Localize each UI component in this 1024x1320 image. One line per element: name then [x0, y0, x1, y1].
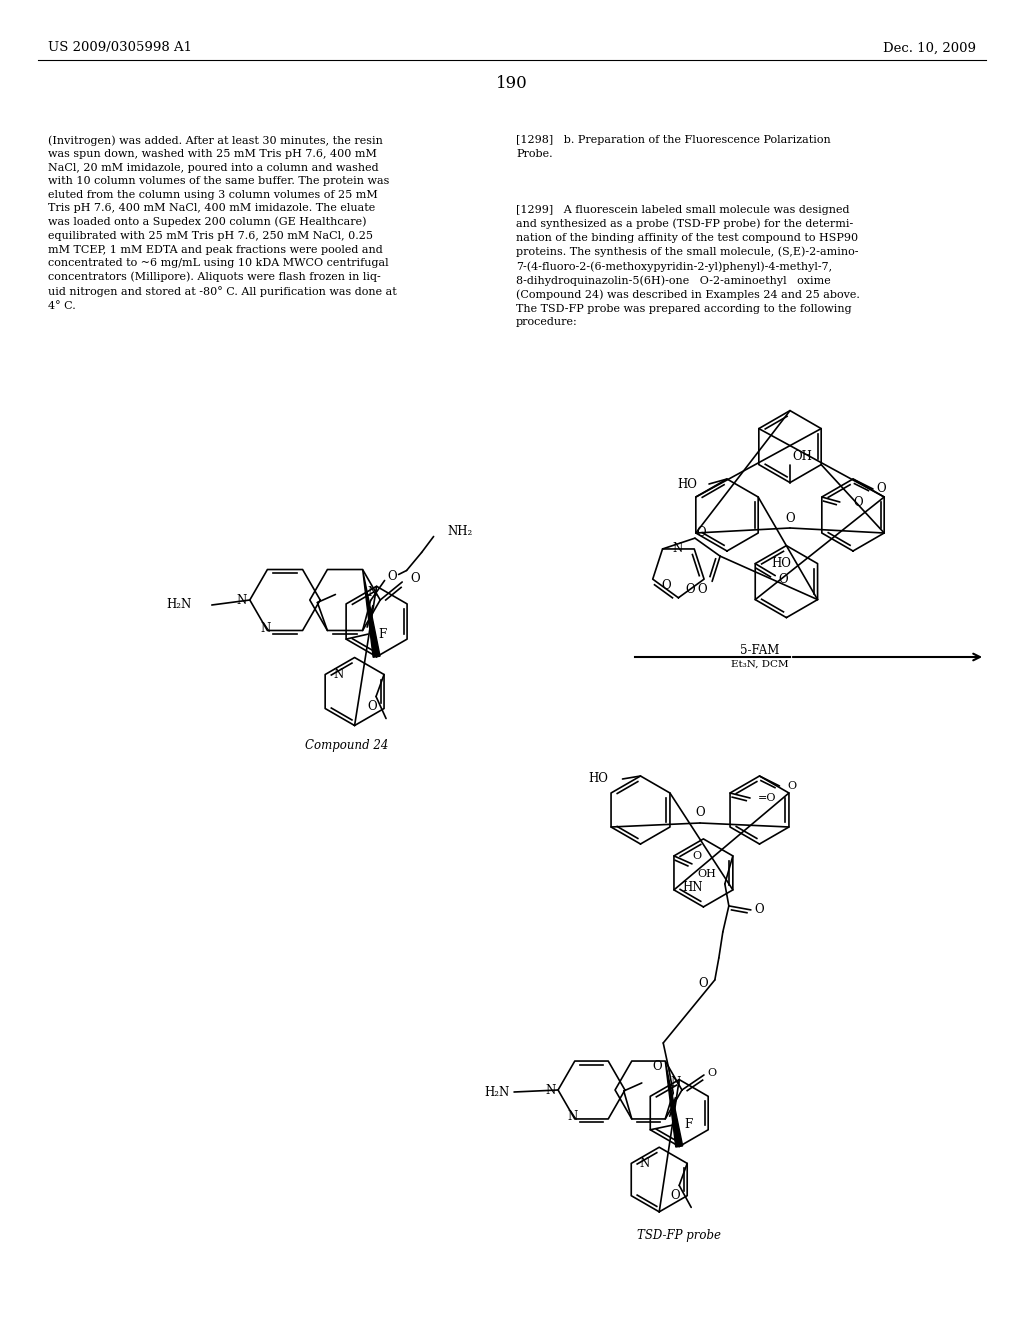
Text: O: O	[685, 582, 695, 595]
Text: N: N	[237, 594, 247, 606]
Text: O: O	[368, 700, 377, 713]
Text: HN: HN	[682, 882, 702, 895]
Text: O: O	[411, 572, 420, 585]
Text: Et₃N, DCM: Et₃N, DCM	[731, 660, 788, 668]
Text: O: O	[695, 807, 705, 820]
Text: O: O	[708, 1068, 717, 1078]
Text: HO: HO	[677, 478, 697, 491]
Text: O: O	[692, 851, 701, 861]
Text: OH: OH	[792, 450, 812, 463]
Text: 190: 190	[496, 74, 528, 91]
Text: O: O	[785, 512, 795, 525]
Text: H₂N: H₂N	[484, 1085, 510, 1098]
Text: O: O	[754, 903, 764, 916]
Text: [1299]   A fluorescein labeled small molecule was designed
and synthesized as a : [1299] A fluorescein labeled small molec…	[516, 205, 860, 327]
Text: O: O	[698, 977, 708, 990]
Text: O: O	[388, 570, 397, 583]
Text: N: N	[670, 1076, 680, 1089]
Text: N: N	[639, 1156, 649, 1170]
Text: O: O	[877, 483, 886, 495]
Text: N: N	[260, 622, 270, 635]
Text: NH₂: NH₂	[447, 525, 473, 539]
Text: 5-FAM: 5-FAM	[740, 644, 779, 656]
Text: N: N	[368, 586, 378, 599]
Text: N: N	[333, 668, 343, 681]
Text: Dec. 10, 2009: Dec. 10, 2009	[883, 41, 976, 54]
Text: O: O	[652, 1060, 663, 1073]
Text: O: O	[671, 1189, 680, 1203]
Text: (Invitrogen) was added. After at least 30 minutes, the resin
was spun down, wash: (Invitrogen) was added. After at least 3…	[48, 135, 396, 310]
Polygon shape	[666, 1061, 683, 1147]
Text: N: N	[673, 543, 683, 556]
Text: N: N	[545, 1084, 555, 1097]
Text: O: O	[696, 525, 706, 539]
Text: Compound 24: Compound 24	[305, 739, 388, 752]
Text: HO: HO	[589, 772, 608, 785]
Text: =O: =O	[758, 793, 776, 803]
Text: HO: HO	[771, 557, 792, 570]
Text: US 2009/0305998 A1: US 2009/0305998 A1	[48, 41, 193, 54]
Polygon shape	[362, 569, 380, 657]
Text: TSD-FP probe: TSD-FP probe	[637, 1229, 721, 1242]
Text: H₂N: H₂N	[167, 598, 191, 611]
Text: OH: OH	[697, 869, 716, 879]
Text: O: O	[854, 495, 863, 508]
Text: N: N	[567, 1110, 578, 1123]
Text: F: F	[378, 627, 386, 640]
Text: O: O	[697, 583, 707, 595]
Text: O: O	[778, 573, 788, 586]
Text: O: O	[662, 579, 671, 593]
Text: O: O	[787, 781, 797, 791]
Text: [1298]   b. Preparation of the Fluorescence Polarization
Probe.: [1298] b. Preparation of the Fluorescenc…	[516, 135, 830, 158]
Text: F: F	[684, 1118, 692, 1131]
